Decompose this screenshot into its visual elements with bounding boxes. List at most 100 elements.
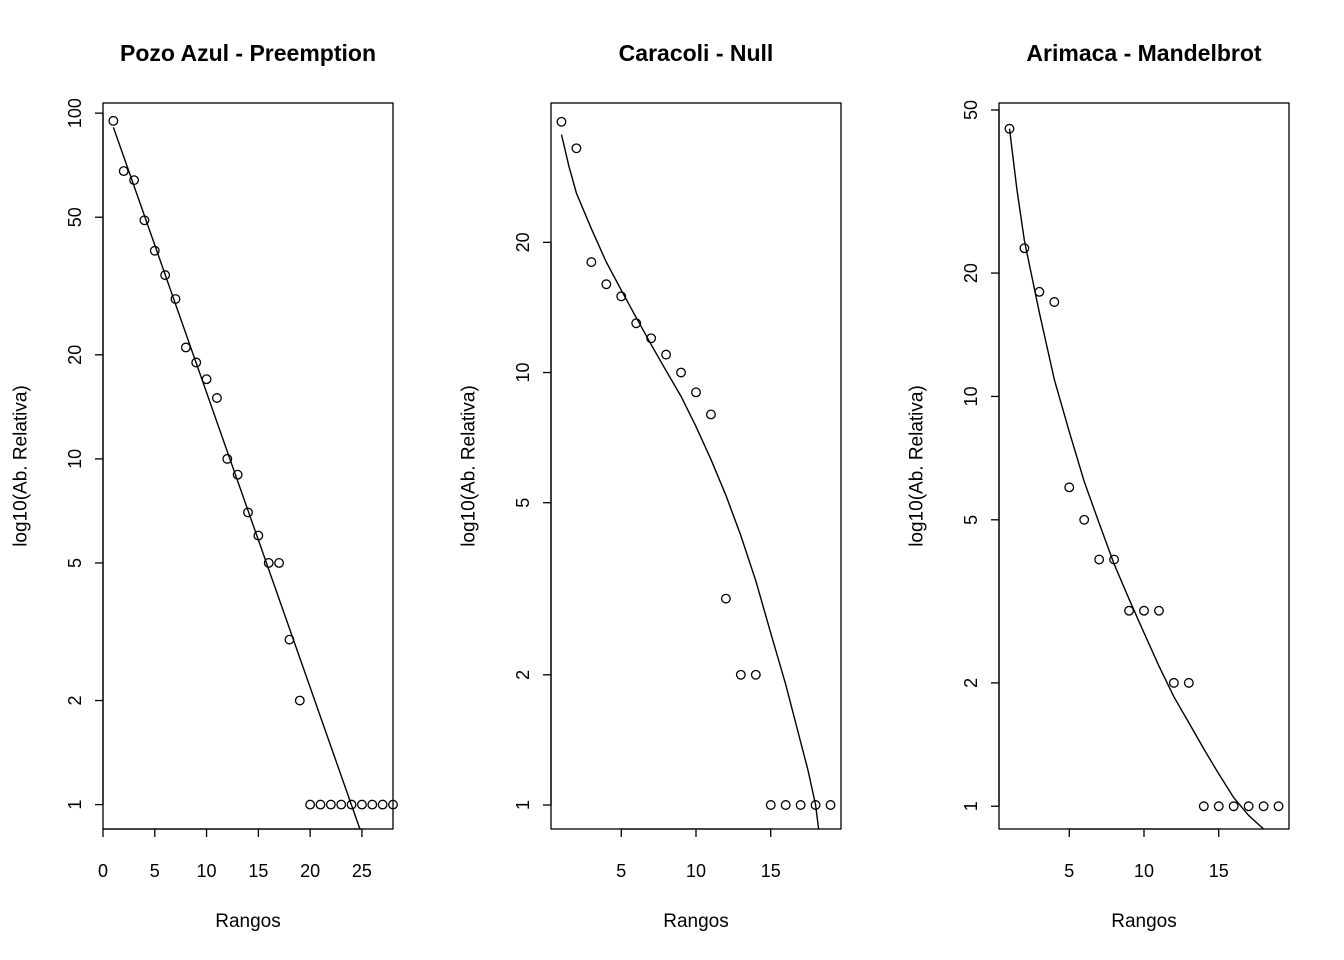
data-point [1079,514,1090,525]
x-tick-label: 5 [150,861,160,881]
y-tick-label: 2 [961,678,981,688]
fitted-curve [112,127,361,829]
data-point [346,799,357,810]
data-point [601,279,612,290]
data-point [765,800,776,810]
data-point [108,115,119,126]
data-point [780,800,791,810]
data-point [294,695,305,706]
x-tick-label: 15 [1209,861,1229,881]
y-tick-label: 5 [961,515,981,525]
x-tick-label: 10 [197,861,217,881]
data-point [1064,482,1075,493]
data-point [571,143,582,154]
y-tick-label: 10 [513,363,533,383]
data-point [825,800,836,810]
x-tick-label: 10 [1134,861,1154,881]
y-tick-label: 20 [513,232,533,252]
chart-panel-3: Arimaca - Mandelbrot 5 10 15 1 2 5 10 20 50 Rangos… [907,40,1290,932]
y-tick-label: 20 [961,263,981,283]
data-point [661,349,672,360]
data-point [1198,801,1209,812]
chart-title: Arimaca - Mandelbrot [1026,40,1261,66]
chart-title: Caracoli - Null [619,40,774,66]
data-point [1228,801,1239,812]
data-point [586,257,597,268]
fitted-curve [560,134,820,829]
data-point [676,367,687,378]
data-point [274,558,285,568]
data-point [720,593,731,604]
data-point [1019,243,1030,254]
y-tick-label: 5 [513,498,533,508]
data-point [556,116,567,127]
x-tick-label: 15 [248,861,268,881]
data-point [1139,605,1149,616]
data-point [367,799,378,810]
y-tick-label: 10 [65,449,85,469]
x-tick-label: 20 [300,861,320,881]
y-tick-label: 50 [65,207,85,227]
data-point [180,342,191,353]
x-axis-label: Rangos [663,911,729,932]
x-tick-label: 0 [98,861,108,881]
x-axis-label: Rangos [215,911,281,932]
fitted-curve [1008,128,1265,829]
plot-frame [998,102,1290,830]
data-point [1243,801,1254,812]
y-tick-label: 20 [65,345,85,365]
data-point [795,800,806,810]
y-axis-label: log10(Ab. Relativa) [459,385,480,547]
data-point [616,291,627,302]
y-tick-label: 1 [961,801,981,811]
y-tick-label: 1 [65,800,85,810]
chart-panel-2: Caracoli - Null 5 10 15 1 2 5 10 20 Rangos log10(A… [459,40,842,932]
x-axis-label: Rangos [1111,911,1177,932]
x-tick-label: 25 [352,861,372,881]
y-tick-label: 1 [513,800,533,810]
plot-frame [102,102,394,830]
y-tick-label: 2 [513,670,533,680]
data-point [1049,297,1060,307]
data-point [325,799,336,810]
data-point [315,799,326,810]
x-tick-label: 5 [616,861,626,881]
data-point [191,357,202,368]
y-tick-label: 2 [65,696,85,706]
data-point [691,387,701,398]
data-point [1273,801,1284,812]
x-tick-label: 15 [761,861,781,881]
data-point [263,558,274,568]
data-point [118,166,129,177]
x-tick-label: 5 [1064,861,1074,881]
data-point [1213,801,1224,812]
chart-title: Pozo Azul - Preemption [120,40,376,66]
data-point [388,799,398,810]
x-tick-label: 10 [686,861,706,881]
data-point [1168,677,1179,688]
y-axis-label: log10(Ab. Relativa) [11,385,32,547]
y-tick-label: 10 [961,386,981,406]
plot-frame [550,102,842,830]
data-point [1183,677,1194,688]
data-point [211,393,222,403]
data-point [222,453,233,464]
data-point [336,799,347,810]
data-point [160,270,171,281]
y-axis-label: log10(Ab. Relativa) [907,385,928,547]
data-point [243,507,253,518]
data-point [356,799,367,810]
data-point [1124,605,1135,616]
data-point [1094,554,1105,565]
data-point [1153,605,1164,616]
y-tick-label: 50 [961,100,981,120]
data-point [377,799,388,810]
data-point [1258,801,1269,812]
data-point [735,669,746,680]
y-tick-label: 100 [65,98,85,128]
data-point [750,669,761,680]
data-point [705,409,716,420]
y-tick-label: 5 [65,558,85,568]
